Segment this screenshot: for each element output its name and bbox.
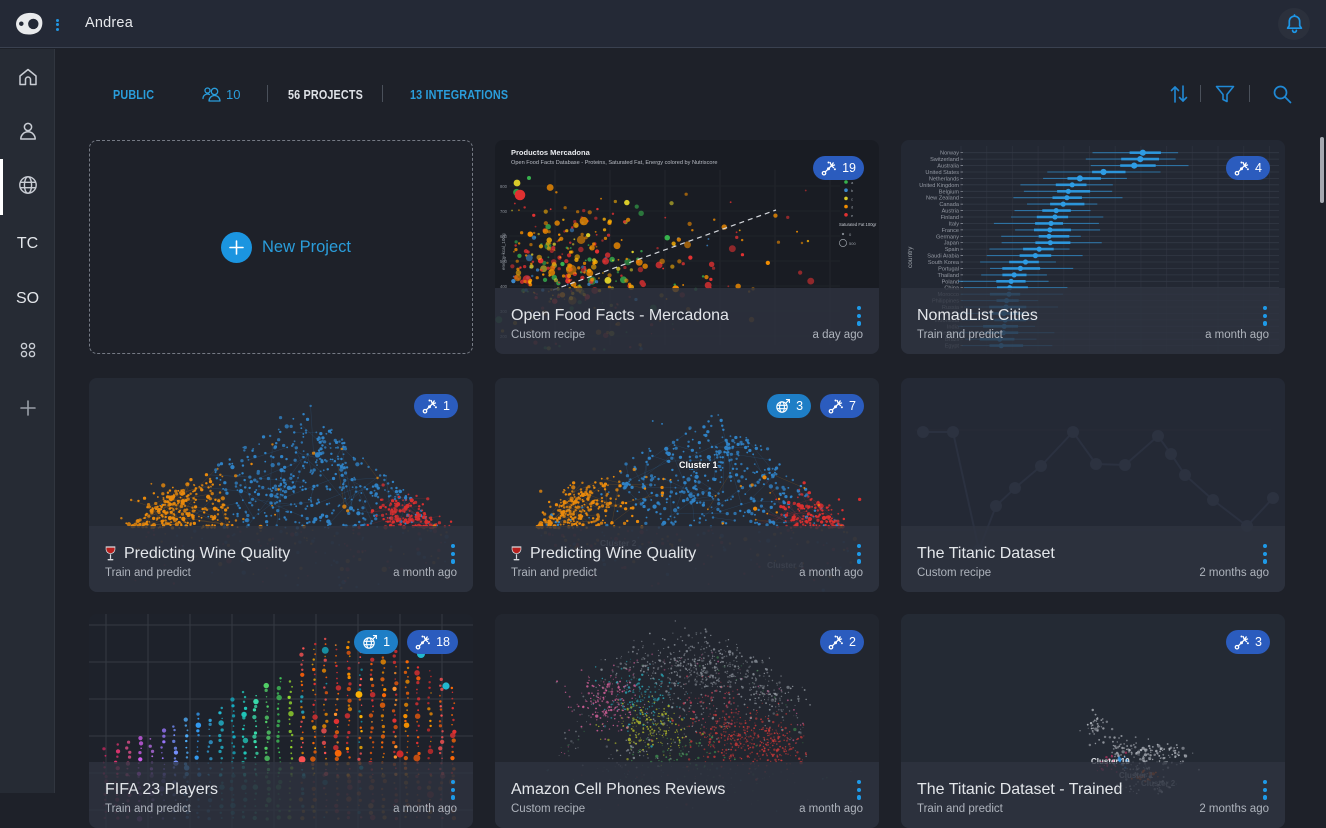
- svg-text:France: France: [942, 228, 959, 234]
- svg-text:Cluster 1: Cluster 1: [679, 460, 718, 470]
- svg-text:United States: United States: [925, 170, 959, 176]
- svg-text:Poland: Poland: [942, 279, 959, 285]
- svg-text:Austria: Austria: [942, 209, 960, 215]
- svg-text:Canada: Canada: [939, 202, 959, 208]
- svg-text:Germany: Germany: [936, 234, 959, 240]
- svg-text:b: b: [851, 188, 854, 193]
- svg-text:500: 500: [500, 259, 508, 264]
- svg-text:Saudi Arabia: Saudi Arabia: [927, 254, 960, 260]
- svg-text:Productos Mercadona: Productos Mercadona: [511, 148, 591, 157]
- svg-text:United Kingdom: United Kingdom: [919, 183, 959, 189]
- svg-text:0: 0: [849, 232, 852, 237]
- svg-text:c: c: [851, 196, 853, 201]
- svg-text:Italy: Italy: [949, 221, 959, 227]
- svg-text:Norway: Norway: [940, 151, 959, 157]
- svg-text:Cluster 10: Cluster 10: [1091, 757, 1130, 766]
- svg-text:Switzerland: Switzerland: [930, 157, 959, 163]
- svg-text:600: 600: [500, 234, 508, 239]
- svg-text:New Zealand: New Zealand: [926, 196, 959, 202]
- svg-text:Finland: Finland: [941, 215, 959, 221]
- svg-text:400: 400: [500, 284, 508, 289]
- svg-text:Japan: Japan: [944, 241, 959, 247]
- svg-text:Portugal: Portugal: [938, 266, 959, 272]
- svg-text:South Korea: South Korea: [928, 260, 960, 266]
- svg-text:Belgium: Belgium: [939, 189, 960, 195]
- svg-text:a: a: [851, 180, 854, 185]
- svg-text:800: 800: [500, 184, 508, 189]
- svg-text:country: country: [907, 246, 914, 268]
- svg-text:Netherlands: Netherlands: [929, 176, 959, 182]
- svg-text:Spain: Spain: [945, 247, 959, 253]
- svg-text:e: e: [851, 213, 854, 218]
- svg-text:Saturated Fat 100gr: Saturated Fat 100gr: [839, 222, 877, 227]
- svg-text:700: 700: [500, 209, 508, 214]
- svg-text:Australia: Australia: [937, 164, 960, 170]
- svg-text:Thailand: Thailand: [938, 273, 959, 279]
- svg-text:Open Food Facts Database - Pro: Open Food Facts Database - Proteins, Sat…: [511, 160, 717, 166]
- svg-text:energy-kcal_100g: energy-kcal_100g: [501, 233, 506, 270]
- svg-text:d: d: [851, 205, 853, 210]
- svg-text:500: 500: [849, 241, 856, 246]
